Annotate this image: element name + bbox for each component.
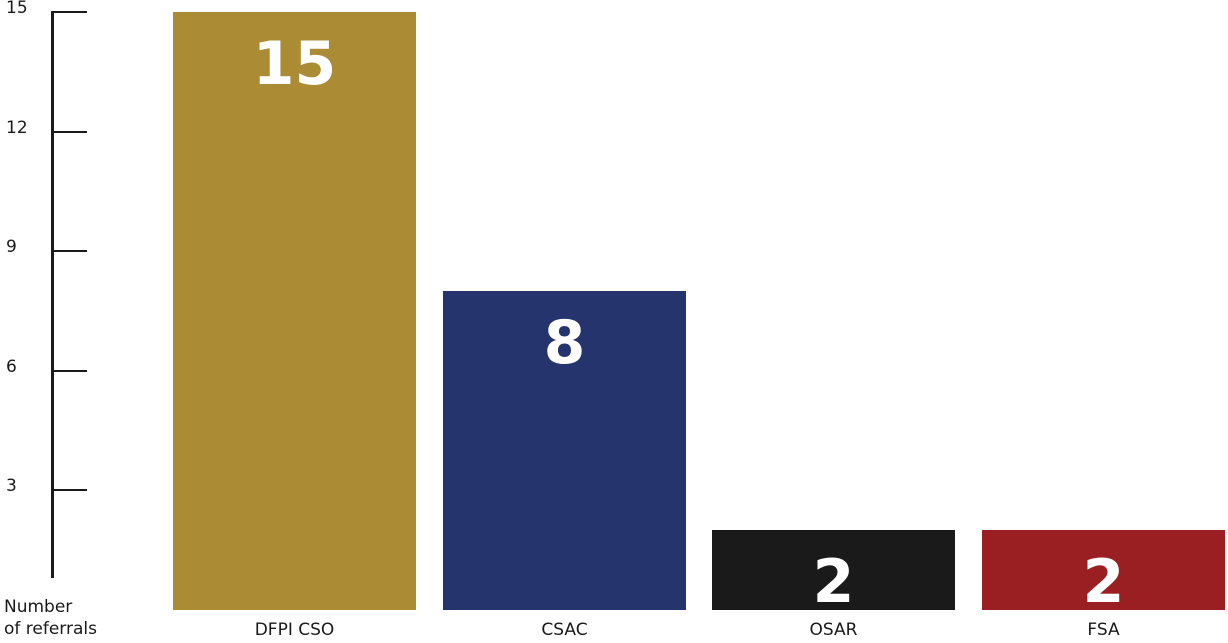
y-axis-line: [51, 12, 54, 578]
x-category-label: FSA: [1087, 620, 1120, 640]
y-axis-title-line2: of referrals: [4, 619, 97, 639]
bar-osar: [712, 530, 955, 610]
bar-value-label: 15: [252, 29, 337, 99]
x-category-label: DFPI CSO: [254, 620, 335, 640]
y-tick-mark: [51, 11, 87, 13]
x-category-label: CSAC: [541, 620, 588, 640]
y-axis-title-line1: Number: [4, 597, 73, 617]
bar-value-label: 8: [543, 308, 586, 379]
bar-fsa: [982, 530, 1225, 610]
bar-value-label: 2: [812, 547, 855, 618]
y-tick-label: 3: [6, 476, 17, 497]
y-tick-mark: [51, 130, 87, 133]
y-tick-mark: [51, 489, 87, 492]
y-axis-title: Number of referrals: [4, 596, 97, 640]
bar-csac: [443, 291, 686, 610]
y-tick-label: 12: [6, 117, 28, 138]
y-tick-label: 15: [6, 0, 28, 18]
bar-value-label: 2: [1082, 547, 1125, 618]
y-tick-label: 9: [6, 237, 17, 258]
bar-dfpi-cso: [173, 12, 416, 610]
x-category-label: OSAR: [809, 620, 858, 640]
y-tick-mark: [51, 369, 87, 372]
y-tick-mark: [51, 250, 87, 253]
y-tick-label: 6: [6, 356, 17, 377]
